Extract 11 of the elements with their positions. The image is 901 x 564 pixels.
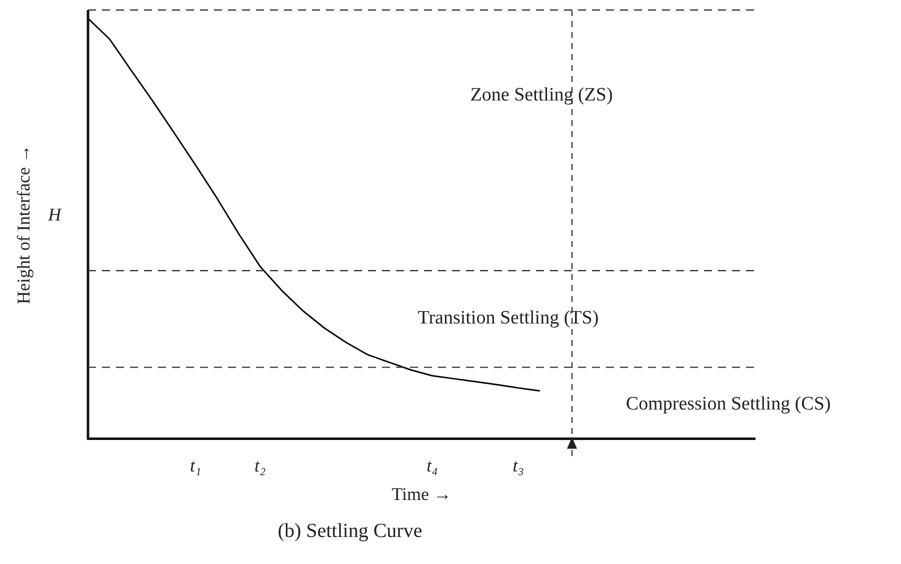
- x-tick-label: t₄: [426, 455, 438, 476]
- text: H: [47, 204, 62, 225]
- y-axis-title: Height of Interface →: [14, 144, 34, 304]
- x-tick-label: t₁: [190, 455, 202, 476]
- x-tick-label: t₃: [512, 455, 524, 476]
- x-axis-title: Time →: [392, 484, 452, 504]
- text: (b) Settling Curve: [276, 520, 424, 543]
- annotation: Compression Settling (CS): [626, 393, 831, 414]
- annotation: Zone Settling (ZS): [470, 84, 613, 106]
- annotation: Transition Settling (TS): [418, 308, 599, 329]
- x-tick-label: t₂: [254, 455, 266, 476]
